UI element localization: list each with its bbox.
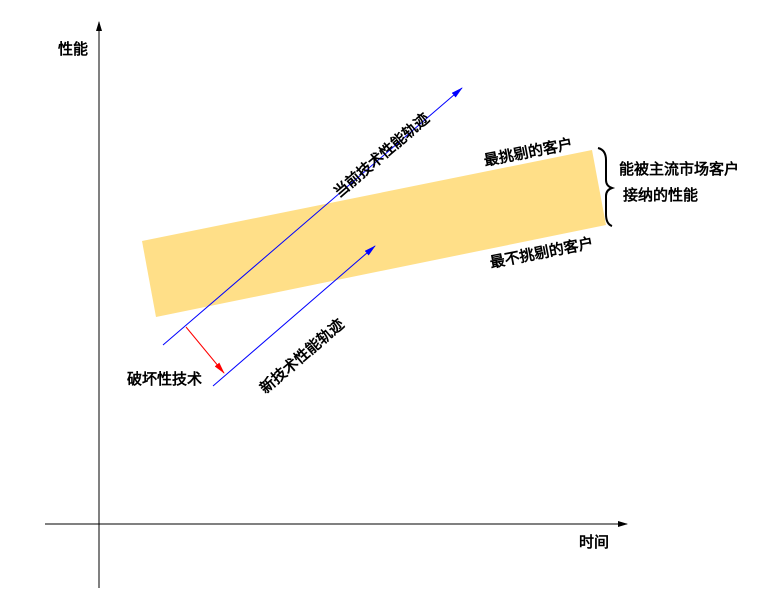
disruption-gap-arrow xyxy=(185,326,225,374)
disruptive-technology-label: 破坏性技术 xyxy=(127,370,203,388)
acceptable-performance-label-line2: 接纳的性能 xyxy=(623,186,699,204)
y-axis-label: 性能 xyxy=(58,40,89,58)
brace-icon xyxy=(597,147,616,227)
acceptable-performance-label-line1: 能被主流市场客户 xyxy=(619,160,740,178)
current-trajectory-arrow xyxy=(162,87,463,346)
mainstream-demand-band xyxy=(142,150,606,317)
x-axis-label: 时间 xyxy=(579,533,610,551)
new-trajectory-arrow xyxy=(212,245,376,387)
